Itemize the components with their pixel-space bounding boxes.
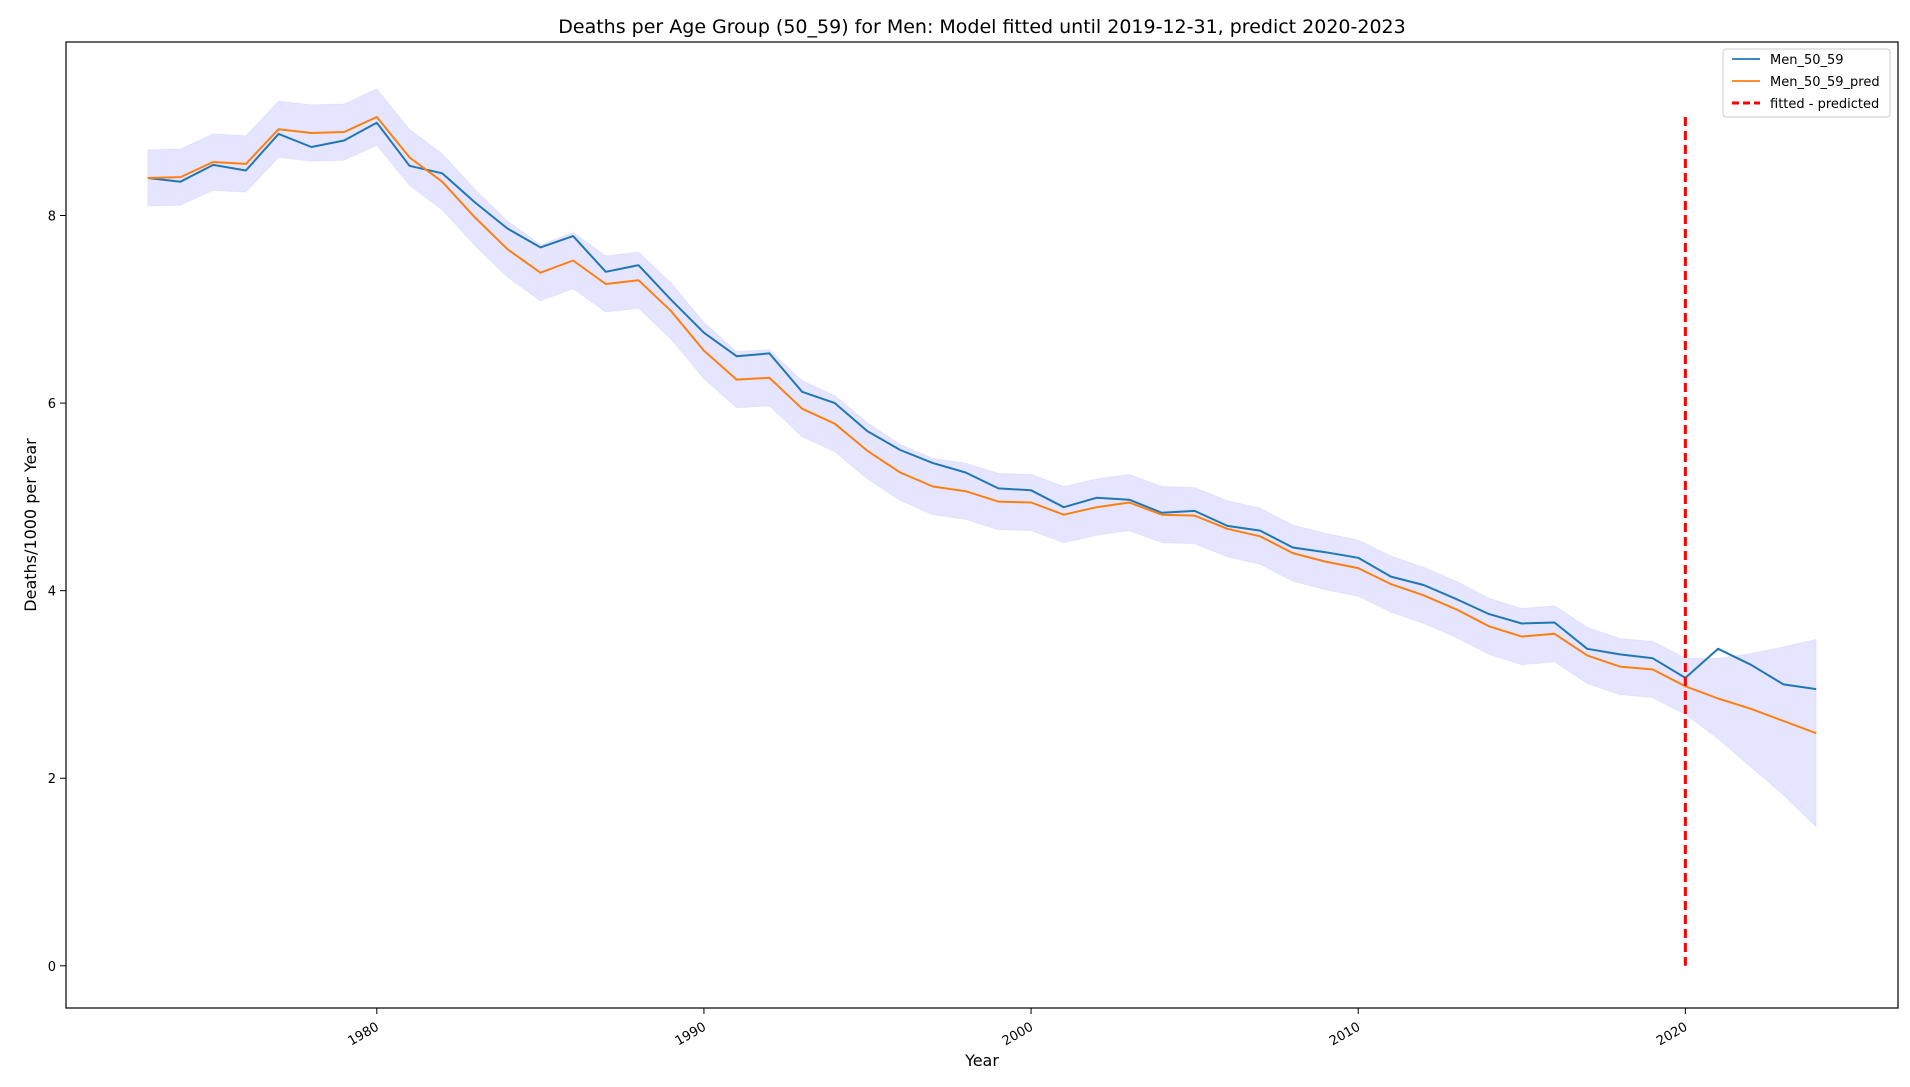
y-tick-label: 2 (48, 772, 56, 787)
legend-label-divider: fitted - predicted (1770, 97, 1879, 112)
series-lines-layer (147, 116, 1817, 735)
confidence-band-layer (147, 88, 1817, 829)
y-axis-ticks: 0 2 4 6 8 (48, 210, 66, 975)
y-axis-label: Deaths/1000 per Year (21, 438, 40, 612)
y-tick-label: 6 (48, 397, 56, 412)
x-axis-label: Year (964, 1051, 999, 1070)
series-line-predicted (147, 116, 1817, 735)
legend-box (1722, 48, 1891, 118)
legend: Men_50_59 Men_50_59_pred fitted - predic… (1722, 48, 1891, 118)
y-tick-label: 4 (48, 585, 56, 600)
legend-label-actual: Men_50_59 (1770, 53, 1844, 68)
plot-frame (65, 41, 1899, 1009)
confidence-band (147, 88, 1817, 829)
chart-title: Deaths per Age Group (50_59) for Men: Mo… (558, 16, 1405, 38)
y-tick-label: 0 (48, 960, 56, 975)
y-tick-label: 8 (48, 210, 56, 225)
legend-label-predicted: Men_50_59_pred (1770, 75, 1880, 90)
